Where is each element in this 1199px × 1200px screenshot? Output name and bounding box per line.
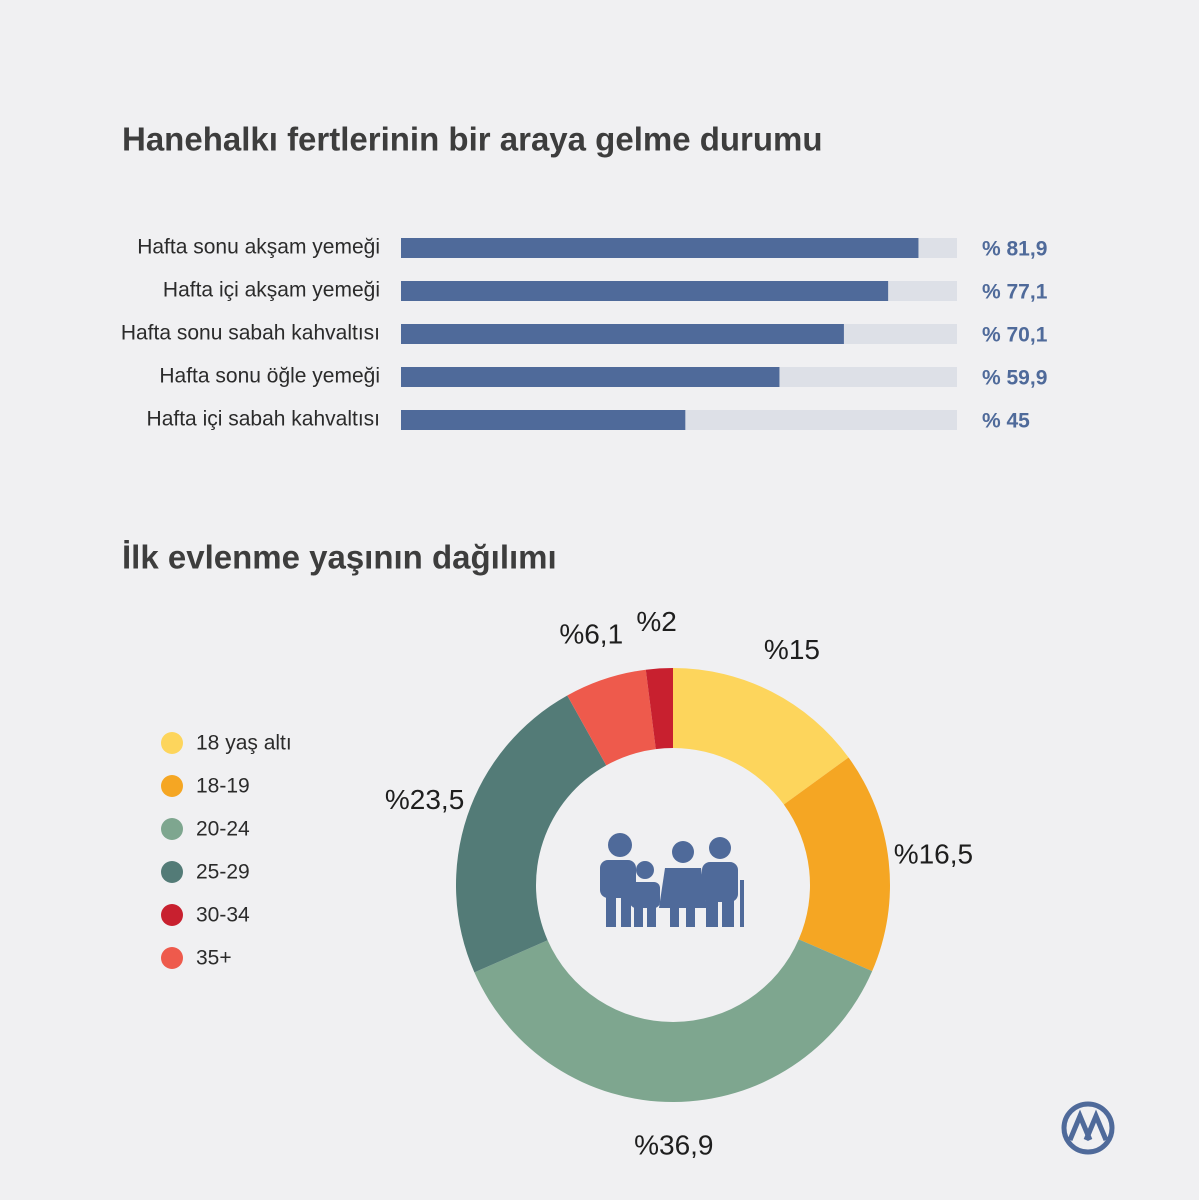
- logo: [1061, 1101, 1115, 1155]
- chart-title: Hanehalkı fertlerinin bir araya gelme du…: [122, 121, 823, 158]
- legend-label: 18-19: [196, 775, 250, 798]
- legend-swatch: [161, 904, 183, 926]
- legend-label: 35+: [196, 947, 232, 970]
- bar: [401, 367, 780, 387]
- category-label: Hafta sonu öğle yemeği: [159, 365, 380, 388]
- value-label: % 77,1: [982, 281, 1048, 304]
- legend-label: 30-34: [196, 904, 250, 927]
- value-label: % 59,9: [982, 367, 1047, 390]
- bar: [401, 324, 844, 344]
- value-label: %23,5: [385, 784, 464, 815]
- value-label: %15: [764, 634, 820, 665]
- bar: [401, 238, 919, 258]
- category-label: Hafta sonu sabah kahvaltısı: [121, 322, 380, 345]
- legend-label: 20-24: [196, 818, 250, 841]
- legend-swatch: [161, 861, 183, 883]
- donut-slice: [474, 939, 873, 1103]
- value-label: %16,5: [894, 839, 973, 870]
- chart-title: İlk evlenme yaşının dağılımı: [122, 539, 557, 576]
- legend-swatch: [161, 732, 183, 754]
- legend-swatch: [161, 775, 183, 797]
- donut-slice: [673, 668, 849, 805]
- bar: [401, 410, 686, 430]
- value-label: %6,1: [559, 618, 623, 649]
- category-label: Hafta içi akşam yemeği: [163, 279, 380, 302]
- value-label: %36,9: [634, 1129, 713, 1160]
- value-label: % 70,1: [982, 324, 1048, 347]
- legend-label: 18 yaş altı: [196, 732, 292, 755]
- category-label: Hafta içi sabah kahvaltısı: [147, 408, 380, 431]
- donut-slice: [567, 669, 656, 766]
- category-label: Hafta sonu akşam yemeği: [137, 236, 380, 259]
- donut-slice: [645, 668, 673, 750]
- legend-label: 25-29: [196, 861, 250, 884]
- donut-slice: [456, 695, 607, 973]
- value-label: %2: [636, 606, 676, 637]
- legend-swatch: [161, 818, 183, 840]
- legend-swatch: [161, 947, 183, 969]
- family-icon: [600, 833, 744, 927]
- bar: [401, 281, 889, 301]
- value-label: % 81,9: [982, 238, 1047, 261]
- value-label: % 45: [982, 410, 1030, 433]
- donut-slice: [783, 757, 891, 972]
